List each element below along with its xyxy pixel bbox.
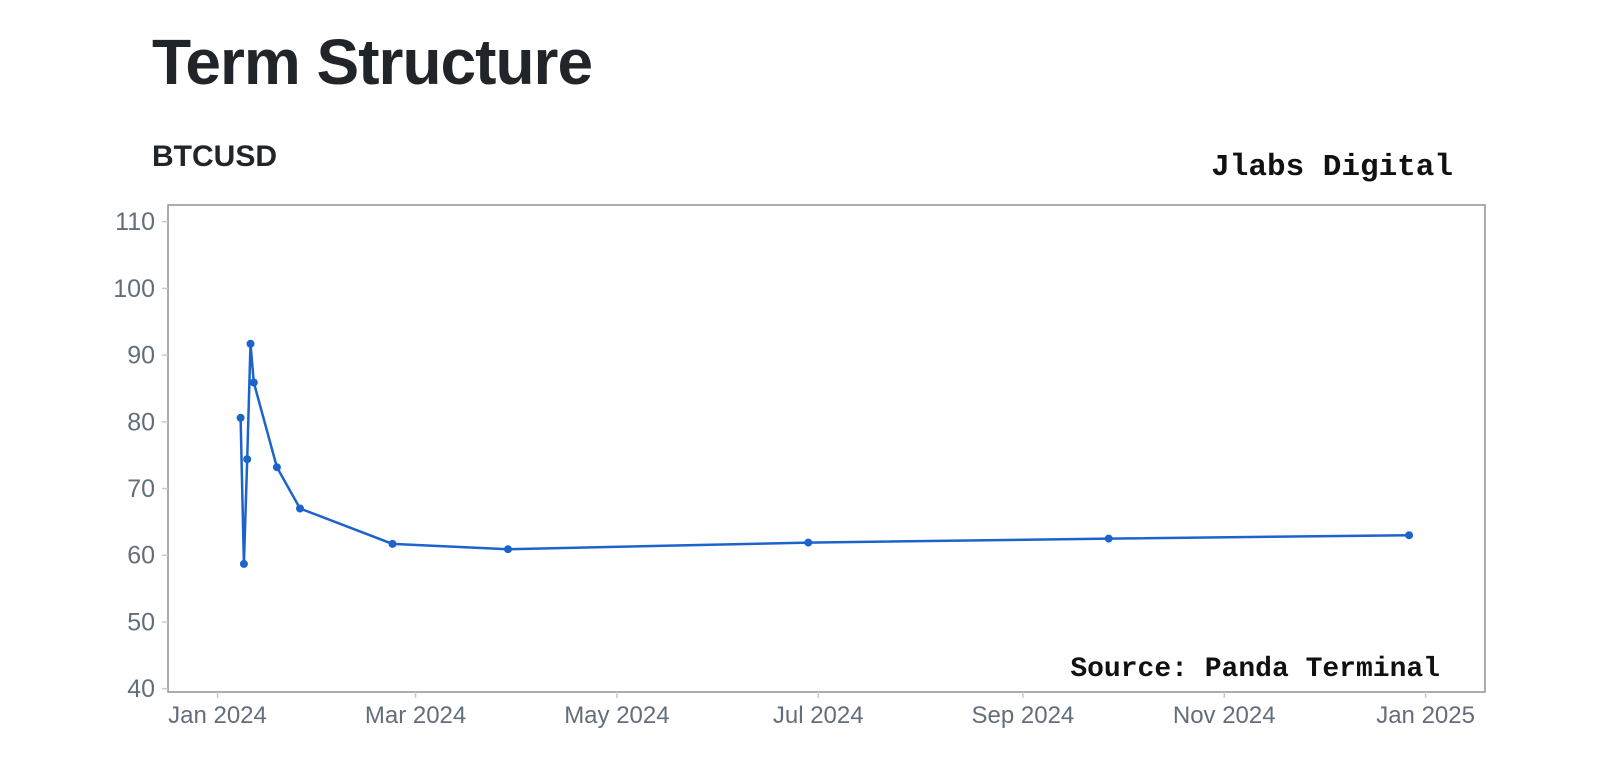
y-tick-label: 60 xyxy=(127,542,155,570)
data-point xyxy=(1104,534,1113,543)
x-tick-label: Jul 2024 xyxy=(773,702,864,729)
x-tick-label: Mar 2024 xyxy=(365,702,466,729)
data-point xyxy=(1405,531,1414,540)
data-point xyxy=(388,539,397,548)
y-tick-label: 40 xyxy=(127,675,155,703)
data-point xyxy=(243,455,252,464)
series-line xyxy=(239,342,1411,566)
source-note: Source: Panda Terminal xyxy=(1070,654,1440,685)
data-point xyxy=(236,413,245,422)
data-point xyxy=(296,504,304,513)
x-tick-label: Nov 2024 xyxy=(1173,702,1276,729)
data-point xyxy=(239,559,248,568)
data-point xyxy=(249,378,258,387)
y-tick-label: 50 xyxy=(127,608,155,636)
plot-border xyxy=(167,204,1486,693)
brand-watermark: Jlabs Digital xyxy=(1211,150,1453,185)
data-point xyxy=(504,545,512,554)
x-tick-label: Jan 2025 xyxy=(1376,702,1475,729)
y-tick-label: 80 xyxy=(127,408,155,436)
x-tick-label: May 2024 xyxy=(564,702,669,729)
symbol-label: BTCUSD xyxy=(152,140,277,173)
data-point xyxy=(272,463,281,472)
y-tick-label: 100 xyxy=(113,275,155,303)
x-tick-label: Jan 2024 xyxy=(168,702,267,729)
data-point xyxy=(804,538,813,547)
x-tick-label: Sep 2024 xyxy=(972,702,1075,729)
page-title: Term Structure xyxy=(152,26,593,98)
data-point xyxy=(246,339,255,348)
y-tick-label: 70 xyxy=(127,475,155,503)
y-tick-label: 110 xyxy=(115,208,155,236)
y-tick-label: 90 xyxy=(127,342,155,370)
